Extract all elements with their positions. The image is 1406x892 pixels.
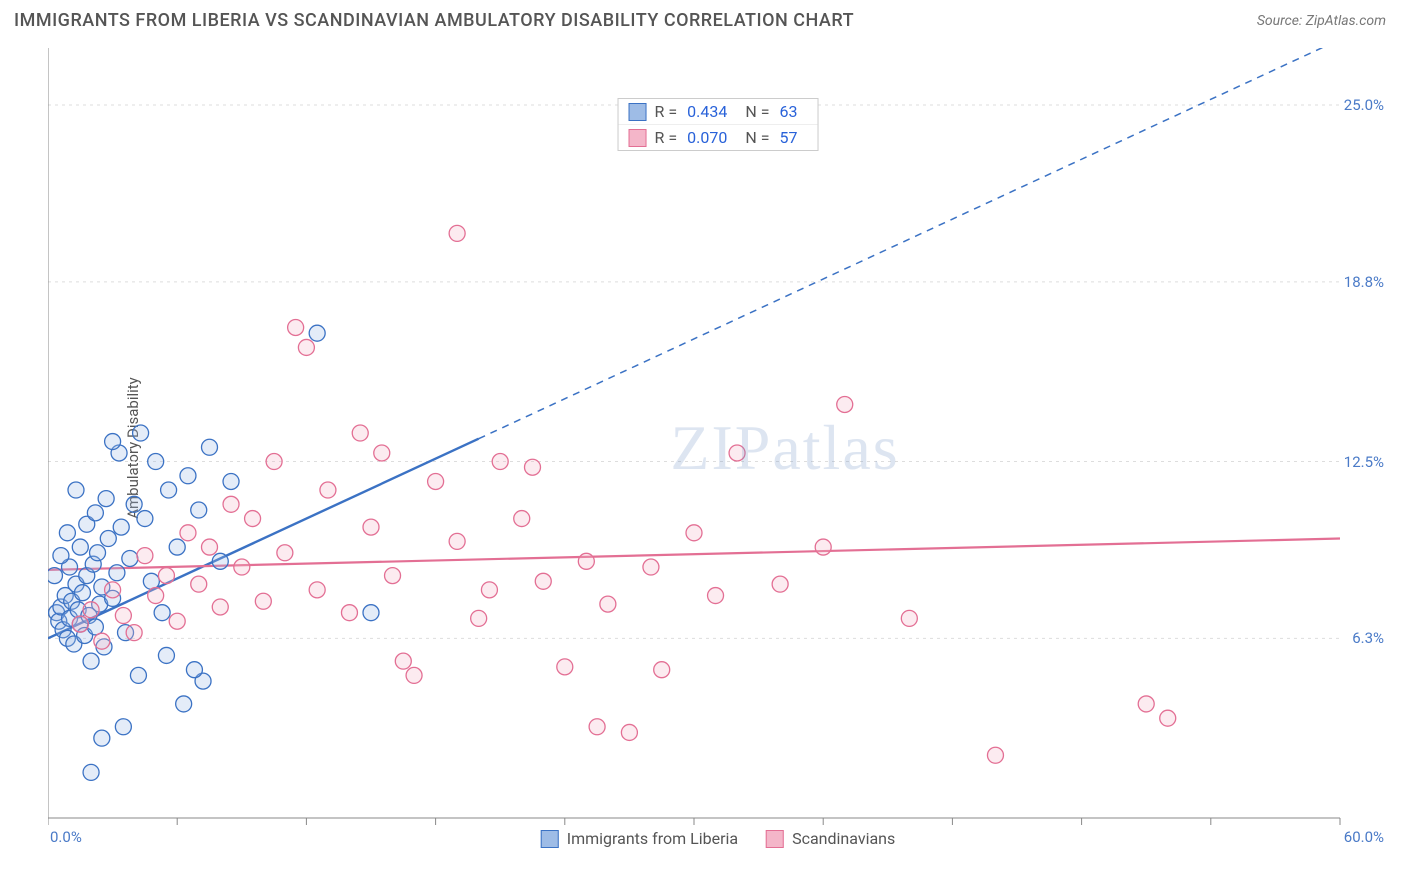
source-name: ZipAtlas.com <box>1306 13 1386 29</box>
legend-item-1: Scandinavians <box>766 829 895 848</box>
series-legend: Immigrants from Liberia Scandinavians <box>541 829 896 848</box>
swatch-series-1 <box>766 830 784 848</box>
corr-n-label: N = <box>745 102 769 121</box>
x-axis-max-label: 60.0% <box>1344 828 1384 846</box>
corr-r-label: R = <box>655 128 678 147</box>
corr-n-label: N = <box>745 128 769 147</box>
source-prefix: Source: <box>1257 13 1306 29</box>
swatch-series-0 <box>629 103 647 121</box>
legend-label-0: Immigrants from Liberia <box>567 829 738 848</box>
y-tick-label: 6.3% <box>1352 629 1384 647</box>
corr-r-value-0: 0.434 <box>687 102 727 121</box>
corr-row-series-0: R = 0.434 N = 63 <box>619 99 818 124</box>
title-bar: IMMIGRANTS FROM LIBERIA VS SCANDINAVIAN … <box>0 0 1406 41</box>
y-tick-label: 18.8% <box>1344 273 1384 291</box>
swatch-series-1 <box>629 129 647 147</box>
source-attribution: Source: ZipAtlas.com <box>1257 13 1386 29</box>
correlation-legend: R = 0.434 N = 63 R = 0.070 N = 57 <box>618 98 819 151</box>
swatch-series-0 <box>541 830 559 848</box>
chart-area: Ambulatory Disability ZIPatlas R = 0.434… <box>48 48 1388 848</box>
scatter-plot <box>48 48 1388 848</box>
chart-title: IMMIGRANTS FROM LIBERIA VS SCANDINAVIAN … <box>14 10 854 31</box>
legend-item-0: Immigrants from Liberia <box>541 829 738 848</box>
corr-r-value-1: 0.070 <box>687 128 727 147</box>
corr-n-value-0: 63 <box>779 102 797 121</box>
corr-row-series-1: R = 0.070 N = 57 <box>619 124 818 150</box>
x-axis-min-label: 0.0% <box>50 828 82 846</box>
y-tick-label: 25.0% <box>1344 96 1384 114</box>
legend-label-1: Scandinavians <box>792 829 895 848</box>
y-tick-label: 12.5% <box>1344 453 1384 471</box>
corr-n-value-1: 57 <box>779 128 797 147</box>
corr-r-label: R = <box>655 102 678 121</box>
